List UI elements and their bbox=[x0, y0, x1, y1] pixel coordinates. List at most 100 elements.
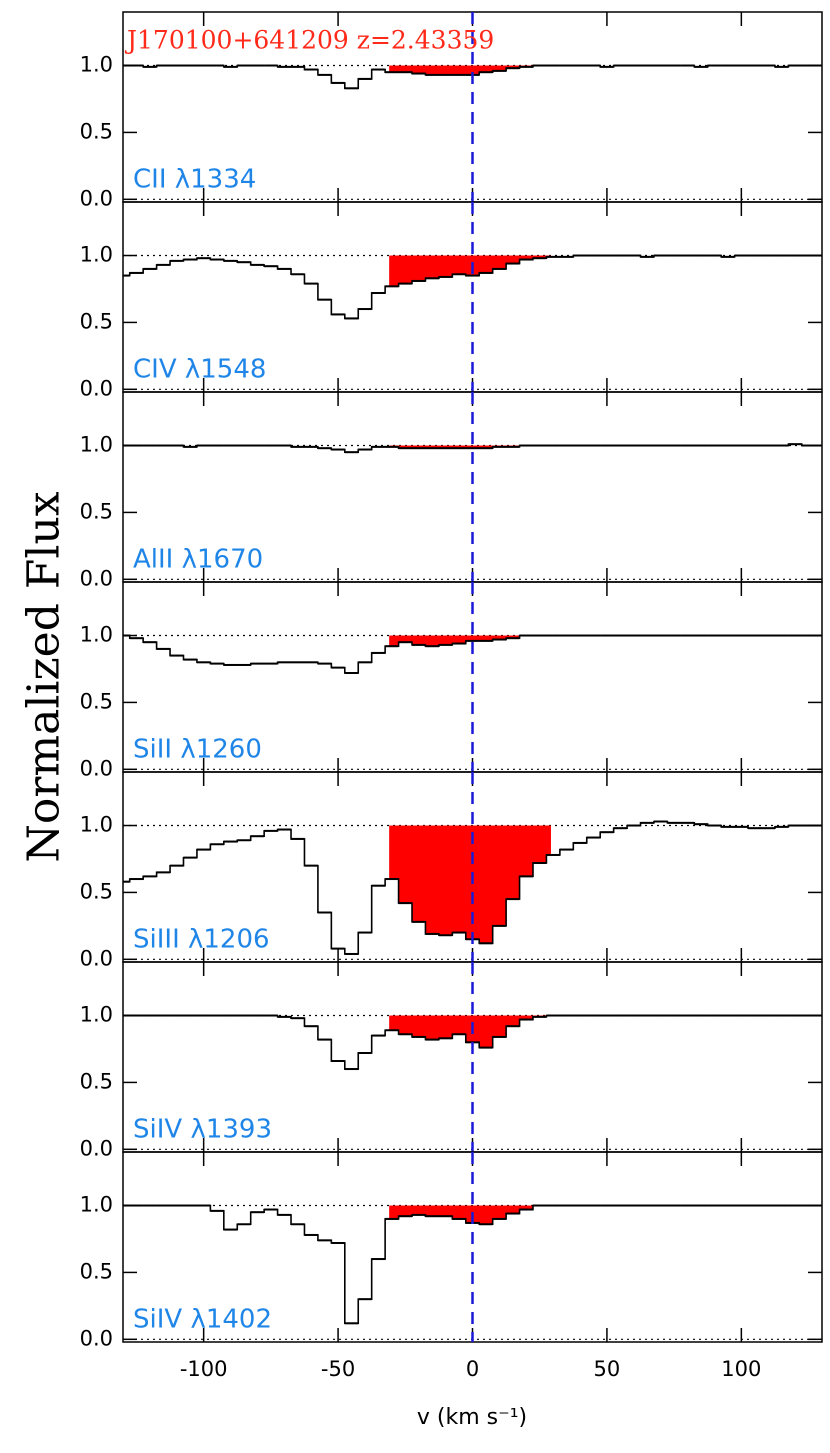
y-tick-label: 1.0 bbox=[80, 433, 113, 457]
panel-label: SiIV λ1393 bbox=[133, 1115, 272, 1145]
y-tick-label: 0.0 bbox=[80, 186, 113, 210]
absorption-fill bbox=[438, 445, 453, 449]
absorption-fill bbox=[506, 635, 521, 639]
absorption-fill bbox=[412, 255, 426, 281]
absorption-fill bbox=[389, 255, 400, 287]
absorption-fill bbox=[425, 1205, 440, 1217]
absorption-fill bbox=[452, 635, 467, 644]
absorption-fill bbox=[519, 255, 534, 260]
y-tick-label: 0.0 bbox=[80, 376, 113, 400]
absorption-fill bbox=[479, 255, 494, 273]
absorption-fill bbox=[492, 825, 507, 926]
absorption-fill bbox=[506, 825, 521, 900]
absorption-fill bbox=[479, 445, 494, 449]
y-tick-label: 0.0 bbox=[80, 1136, 113, 1160]
y-tick-label: 0.5 bbox=[80, 879, 113, 903]
absorption-fill bbox=[452, 65, 467, 75]
absorption-fill bbox=[479, 825, 494, 944]
absorption-fill bbox=[452, 1015, 467, 1035]
y-tick-label: 0.5 bbox=[80, 1259, 113, 1283]
absorption-fill bbox=[519, 825, 534, 877]
absorption-fill bbox=[425, 445, 440, 449]
panel-label: SiIV λ1402 bbox=[133, 1305, 272, 1335]
absorption-fill bbox=[412, 635, 426, 645]
absorption-fill bbox=[479, 65, 494, 73]
absorption-fill bbox=[492, 65, 507, 71]
absorption-fill bbox=[398, 1205, 413, 1217]
absorption-fill bbox=[389, 1205, 400, 1219]
absorption-fill bbox=[412, 1205, 426, 1215]
absorption-fill bbox=[425, 65, 440, 75]
absorption-fill bbox=[492, 1015, 507, 1037]
y-tick-label: 0.0 bbox=[80, 566, 113, 590]
y-tick-label: 0.0 bbox=[80, 756, 113, 780]
y-tick-label: 0.5 bbox=[80, 689, 113, 713]
y-tick-label: 1.0 bbox=[80, 53, 113, 77]
y-axis-label: Normalized Flux bbox=[19, 491, 70, 862]
y-tick-label: 1.0 bbox=[80, 1193, 113, 1217]
absorption-fill bbox=[465, 445, 480, 449]
absorption-fill bbox=[438, 635, 453, 645]
y-tick-label: 0.5 bbox=[80, 1069, 113, 1093]
absorption-fill bbox=[425, 1015, 440, 1040]
absorption-fill bbox=[398, 65, 413, 73]
absorption-fill bbox=[452, 445, 467, 449]
absorption-fill bbox=[398, 1015, 413, 1035]
y-tick-label: 0.0 bbox=[80, 1326, 113, 1350]
absorption-fill bbox=[519, 1205, 534, 1210]
x-tick-label: -100 bbox=[180, 1357, 228, 1381]
absorption-fill bbox=[465, 635, 480, 641]
absorption-fill bbox=[492, 255, 507, 269]
x-tick-label: 100 bbox=[721, 1357, 761, 1381]
chart-title: J170100+641209 z=2.43359 bbox=[124, 26, 494, 55]
y-tick-label: 1.0 bbox=[80, 813, 113, 837]
absorption-fill bbox=[506, 255, 521, 264]
absorption-fill bbox=[389, 1015, 400, 1031]
absorption-fill bbox=[412, 1015, 426, 1037]
absorption-fill bbox=[438, 1015, 453, 1039]
absorption-fill bbox=[389, 635, 400, 647]
absorption-fill bbox=[398, 635, 413, 643]
absorption-fill bbox=[506, 65, 521, 69]
absorption-fill bbox=[532, 255, 547, 259]
absorption-fill bbox=[398, 255, 413, 284]
y-tick-label: 0.0 bbox=[80, 946, 113, 970]
x-tick-label: -50 bbox=[321, 1357, 355, 1381]
y-tick-label: 0.5 bbox=[80, 119, 113, 143]
absorption-fill bbox=[506, 1015, 521, 1027]
absorption-fill bbox=[425, 255, 440, 279]
absorption-fill bbox=[546, 825, 551, 855]
absorption-fill bbox=[452, 255, 467, 275]
panel-label: AlII λ1670 bbox=[133, 545, 263, 575]
absorption-fill bbox=[425, 635, 440, 647]
absorption-fill bbox=[398, 445, 413, 449]
y-tick-label: 0.5 bbox=[80, 309, 113, 333]
absorption-fill bbox=[532, 825, 547, 863]
panel-label: CIV λ1548 bbox=[133, 355, 266, 385]
y-tick-label: 1.0 bbox=[80, 1003, 113, 1027]
absorption-fill bbox=[438, 255, 453, 277]
absorption-fill bbox=[425, 825, 440, 934]
absorption-fill bbox=[452, 825, 467, 933]
panel-label: SiII λ1260 bbox=[133, 735, 262, 765]
x-axis-label: v (km s⁻¹) bbox=[417, 1405, 527, 1430]
y-tick-label: 0.5 bbox=[80, 499, 113, 523]
absorption-fill bbox=[492, 635, 507, 640]
absorption-fill bbox=[398, 825, 413, 904]
absorption-fill bbox=[492, 1205, 507, 1219]
y-tick-label: 1.0 bbox=[80, 623, 113, 647]
absorption-fill bbox=[412, 825, 426, 922]
absorption-fill bbox=[412, 445, 426, 449]
absorption-fill bbox=[479, 1015, 494, 1048]
absorption-fill bbox=[465, 65, 480, 75]
panel-label: SiIII λ1206 bbox=[133, 925, 270, 955]
y-tick-label: 1.0 bbox=[80, 243, 113, 267]
absorption-fill bbox=[479, 635, 494, 641]
x-tick-label: 50 bbox=[594, 1357, 621, 1381]
absorption-fill bbox=[452, 1205, 467, 1219]
absorption-fill bbox=[519, 1015, 534, 1020]
absorption-fill bbox=[438, 65, 453, 75]
absorption-fill bbox=[389, 825, 400, 880]
absorption-fill bbox=[438, 1205, 453, 1217]
